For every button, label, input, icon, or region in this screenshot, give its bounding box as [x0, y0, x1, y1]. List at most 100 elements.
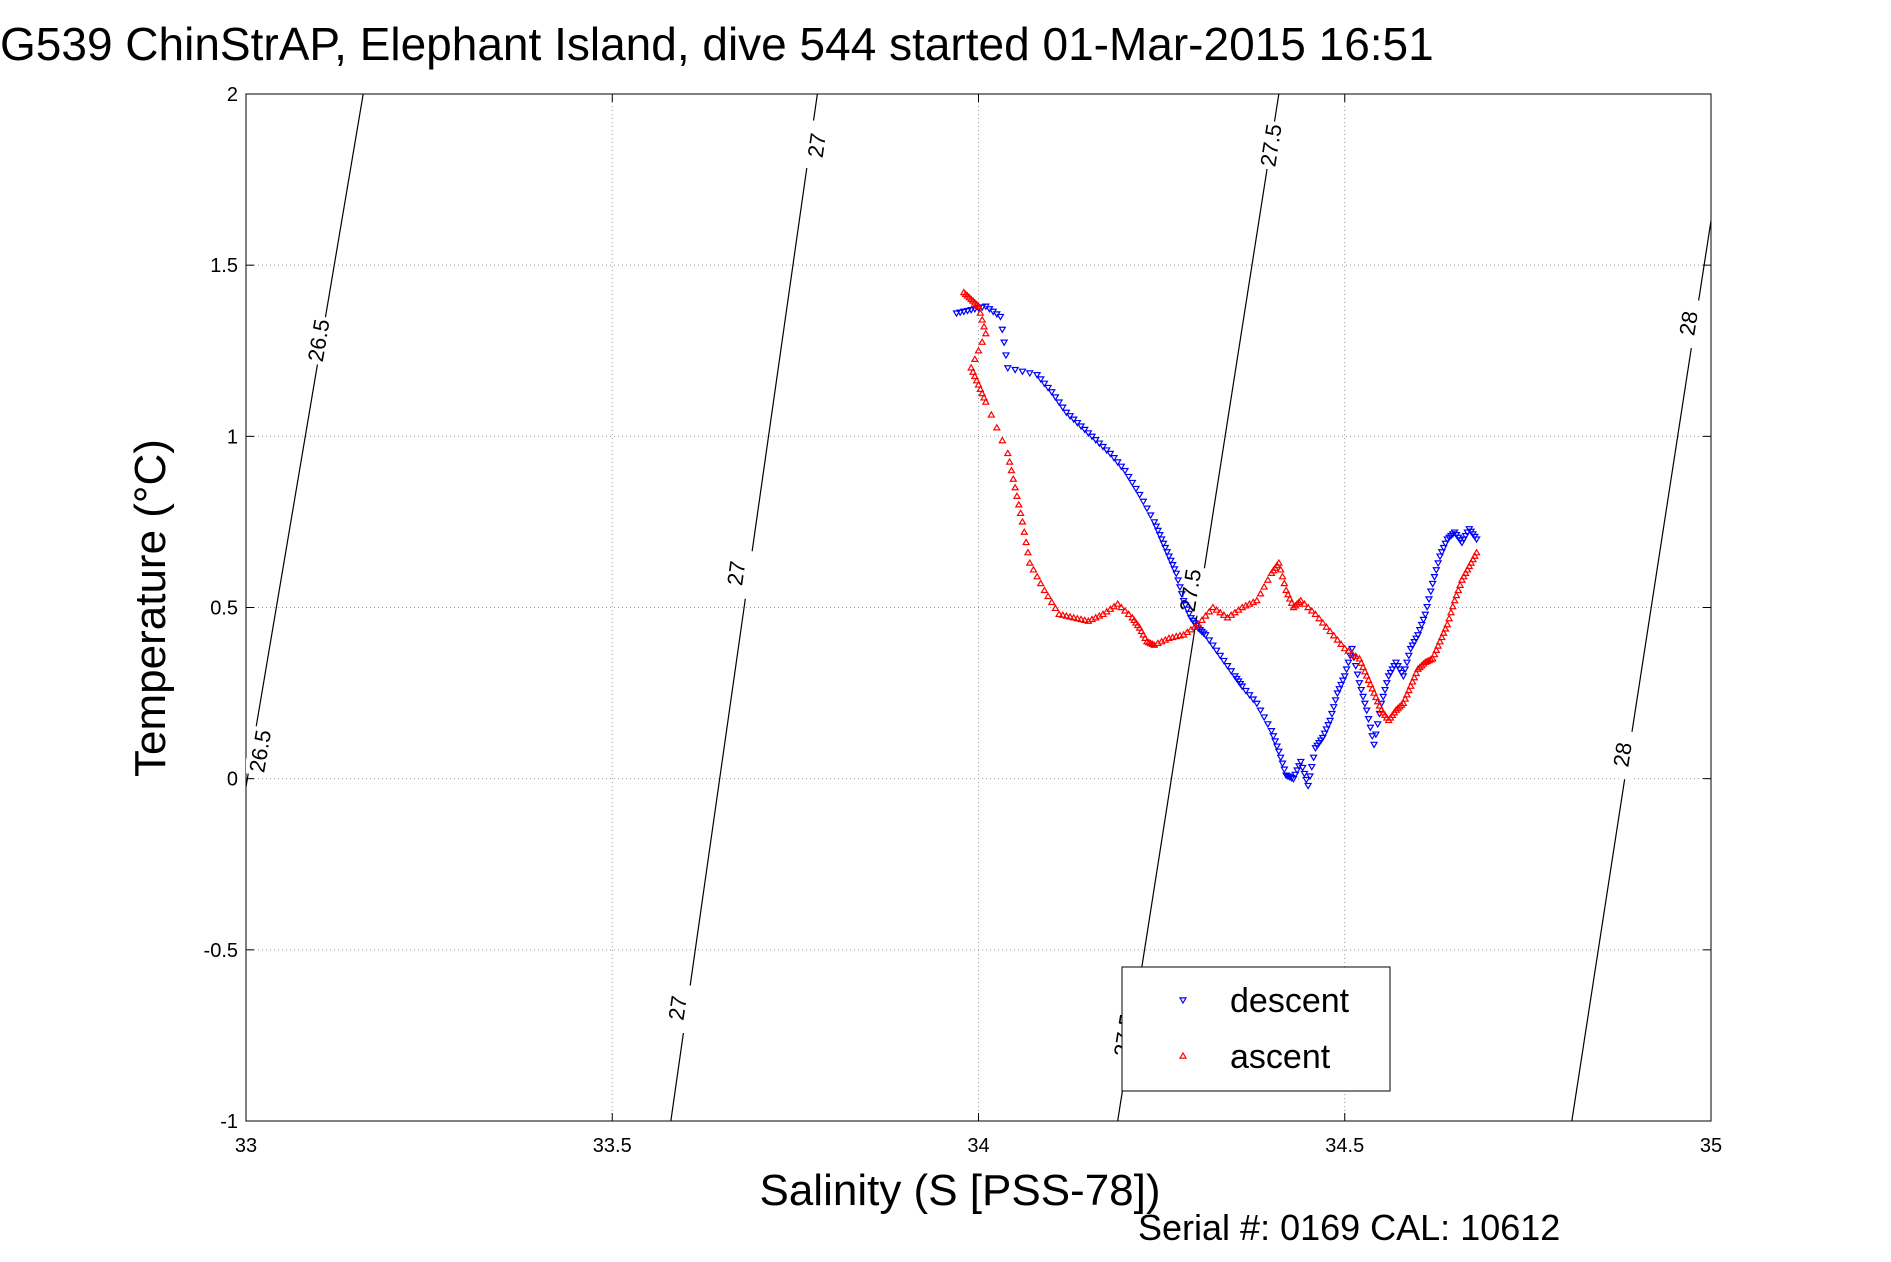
- data-point-trace: [1434, 560, 1443, 568]
- data-point-trace: [956, 309, 965, 317]
- data-point-trace: [1397, 700, 1406, 708]
- contour-label-bg: [1672, 297, 1706, 350]
- data-point-trace: [1166, 557, 1175, 565]
- data-point-trace: [1177, 591, 1186, 598]
- data-point: [1413, 664, 1423, 672]
- data-point-trace: [1141, 634, 1150, 642]
- data-point-trace: [1357, 658, 1366, 666]
- data-point-trace: [1163, 549, 1172, 557]
- data-point-trace: [1283, 590, 1293, 598]
- data-point-trace: [1351, 652, 1360, 659]
- contour-line: [1571, 220, 1711, 1121]
- data-point: [1172, 570, 1181, 578]
- data-point-trace: [1452, 591, 1461, 599]
- data-point: [1348, 645, 1357, 653]
- data-point: [1406, 682, 1415, 689]
- data-point-trace: [1058, 611, 1067, 618]
- data-point-trace: [1395, 702, 1404, 710]
- data-point-trace: [1001, 352, 1011, 360]
- data-point: [1326, 627, 1335, 635]
- data-point-trace: [1463, 565, 1472, 573]
- data-point-trace: [1033, 572, 1042, 580]
- grid: [246, 94, 1711, 1121]
- data-point-trace: [1307, 763, 1316, 771]
- data-point: [1194, 620, 1203, 628]
- data-point-trace: [1018, 368, 1027, 376]
- data-point: [1164, 553, 1173, 561]
- serial-footer: Serial #: 0169 CAL: 10612: [1138, 1207, 1560, 1248]
- data-point-trace: [976, 308, 985, 316]
- data-point-trace: [1080, 426, 1089, 434]
- data-point-trace: [1298, 764, 1307, 772]
- data-point-trace: [1066, 612, 1075, 620]
- data-point-trace: [1415, 663, 1424, 671]
- data-point-trace: [1036, 579, 1045, 587]
- data-point-trace: [1335, 686, 1344, 693]
- data-point-trace: [1320, 730, 1329, 738]
- contour-label-bg: [302, 314, 337, 367]
- data-point-trace: [1249, 696, 1258, 704]
- y-tick-label: 2: [227, 84, 238, 106]
- data-point-trace: [1408, 642, 1417, 650]
- data-point-trace: [1062, 611, 1071, 619]
- data-point-trace: [1305, 773, 1315, 781]
- legend-label-ascent: ascent: [1230, 1038, 1331, 1076]
- data-point: [1018, 517, 1027, 525]
- data-point-trace: [1337, 640, 1346, 648]
- data-point-trace: [1058, 404, 1067, 412]
- data-point-trace: [1241, 687, 1250, 695]
- legend-marker-descent: [1178, 997, 1188, 1005]
- x-tick-label: 34: [967, 1135, 989, 1157]
- data-point-trace: [1395, 666, 1404, 674]
- y-tick-label: -0.5: [204, 940, 238, 962]
- data-point-trace: [1205, 607, 1214, 615]
- data-point: [1274, 748, 1283, 756]
- data-point: [1318, 734, 1327, 742]
- data-point-trace: [1426, 655, 1435, 663]
- data-point: [1399, 673, 1408, 681]
- data-point: [1443, 620, 1452, 628]
- data-point-trace: [1351, 662, 1360, 670]
- data-point-trace: [1293, 767, 1302, 775]
- legend: descent ascent: [1121, 966, 1391, 1092]
- data-point: [1003, 365, 1012, 373]
- data-point: [1435, 553, 1445, 561]
- data-point-trace: [1069, 416, 1078, 424]
- data-point-trace: [1098, 443, 1108, 451]
- data-point-trace: [1139, 630, 1148, 638]
- data-point-trace: [1040, 380, 1049, 388]
- data-point-trace: [1245, 692, 1254, 699]
- data-point-trace: [1327, 710, 1336, 718]
- data-point-trace: [1408, 677, 1417, 685]
- data-point-trace: [1309, 754, 1318, 762]
- contour-label-bg: [720, 547, 754, 599]
- data-point-trace: [1196, 627, 1205, 634]
- data-point: [1370, 688, 1379, 696]
- data-point-trace: [1197, 616, 1206, 624]
- data-point-trace: [1371, 693, 1380, 701]
- data-point: [1135, 623, 1144, 631]
- data-point: [1333, 690, 1342, 698]
- data-point-trace: [1402, 659, 1412, 667]
- y-tick-label: -1: [220, 1111, 238, 1133]
- data-point-trace: [1300, 599, 1309, 607]
- data-point-trace: [1128, 479, 1137, 487]
- data-point-trace: [1412, 635, 1421, 643]
- data-point-trace: [1437, 633, 1446, 641]
- data-point-trace: [1155, 532, 1164, 539]
- legend-marker-ascent: [1178, 1051, 1188, 1059]
- data-point-trace: [1102, 447, 1111, 455]
- data-point-trace: [1439, 628, 1448, 636]
- data-point-trace: [1373, 697, 1382, 705]
- data-point-trace: [1402, 690, 1412, 698]
- data-point-trace: [979, 393, 989, 401]
- x-tick-label: 35: [1700, 1135, 1722, 1157]
- data-point-trace: [1272, 743, 1282, 751]
- data-point-trace: [1446, 608, 1456, 616]
- data-point-trace: [1208, 642, 1217, 650]
- data-point-trace: [1344, 659, 1353, 667]
- data-point-trace: [1227, 668, 1236, 676]
- data-point-trace: [1448, 602, 1457, 610]
- data-point-trace: [1219, 657, 1228, 665]
- data-point-trace: [959, 308, 968, 316]
